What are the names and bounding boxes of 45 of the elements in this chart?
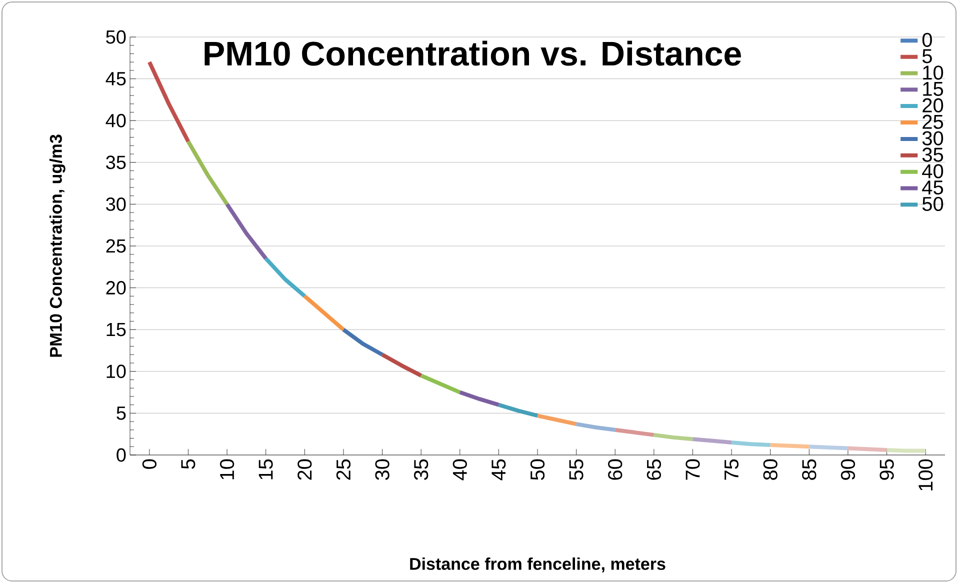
legend-label: 30 [922, 131, 944, 146]
y-tick-label: 5 [116, 406, 126, 420]
y-tick-label: 40 [106, 114, 126, 128]
chart-title: PM10 Concentration vs. Distance [204, 40, 741, 66]
x-tick-label: 80 [763, 459, 778, 480]
legend-label: 10 [923, 66, 944, 80]
legend-label: 45 [922, 180, 944, 195]
x-tick-label: 15 [258, 459, 273, 480]
x-tick-label: 30 [375, 459, 390, 480]
y-tick-label: 25 [106, 239, 126, 253]
x-tick-label: 45 [492, 459, 506, 480]
x-tick-label: 0 [142, 459, 156, 469]
y-tick-label: 30 [106, 197, 126, 211]
x-tick-label: 20 [298, 459, 312, 480]
y-tick-label: 45 [106, 72, 126, 86]
legend-label: 25 [922, 114, 944, 129]
y-tick-label: 20 [106, 281, 126, 295]
x-tick-label: 35 [414, 459, 428, 480]
x-tick-label: 10 [220, 459, 234, 480]
y-tick-label: 35 [106, 156, 126, 170]
x-axis-title: Distance from fenceline, meters [410, 557, 666, 572]
y-axis-title: PM10 Concentration, ug/m3 [49, 134, 66, 357]
x-tick-label: 75 [724, 459, 739, 480]
x-tick-label: 65 [646, 459, 662, 480]
legend-label: 35 [922, 148, 944, 162]
legend-label: 50 [922, 196, 944, 212]
x-tick-label: 50 [530, 459, 545, 480]
x-tick-label: 55 [569, 459, 584, 480]
x-tick-label: 25 [336, 459, 351, 480]
x-tick-label: 60 [608, 459, 622, 480]
legend-label: 20 [922, 98, 944, 112]
x-tick-label: 95 [880, 459, 894, 480]
y-tick-label: 15 [106, 322, 126, 336]
x-tick-label: 90 [840, 459, 856, 480]
x-tick-label: 40 [452, 459, 467, 480]
x-tick-label: 100 [918, 459, 933, 490]
legend-label: 40 [922, 164, 944, 178]
y-tick-label: 50 [106, 30, 126, 44]
x-tick-label: 5 [181, 459, 196, 469]
legend-label: 15 [923, 82, 944, 96]
y-tick-label: 10 [106, 364, 126, 378]
legend-label: 0 [922, 32, 932, 47]
x-tick-label: 85 [802, 459, 816, 480]
legend-label: 5 [922, 49, 932, 64]
x-tick-label: 70 [686, 459, 700, 480]
